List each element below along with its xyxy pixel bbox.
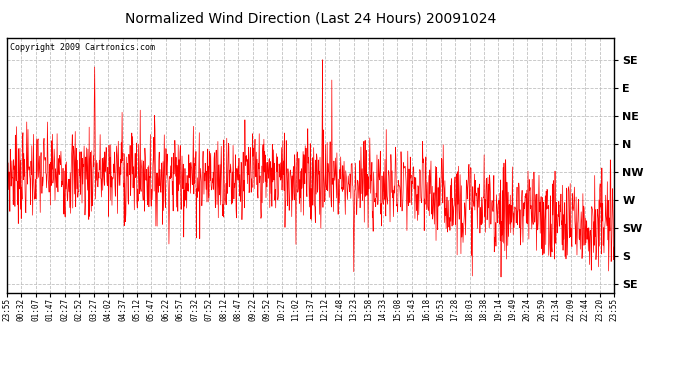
Text: Copyright 2009 Cartronics.com: Copyright 2009 Cartronics.com <box>10 43 155 52</box>
Text: Normalized Wind Direction (Last 24 Hours) 20091024: Normalized Wind Direction (Last 24 Hours… <box>125 11 496 25</box>
